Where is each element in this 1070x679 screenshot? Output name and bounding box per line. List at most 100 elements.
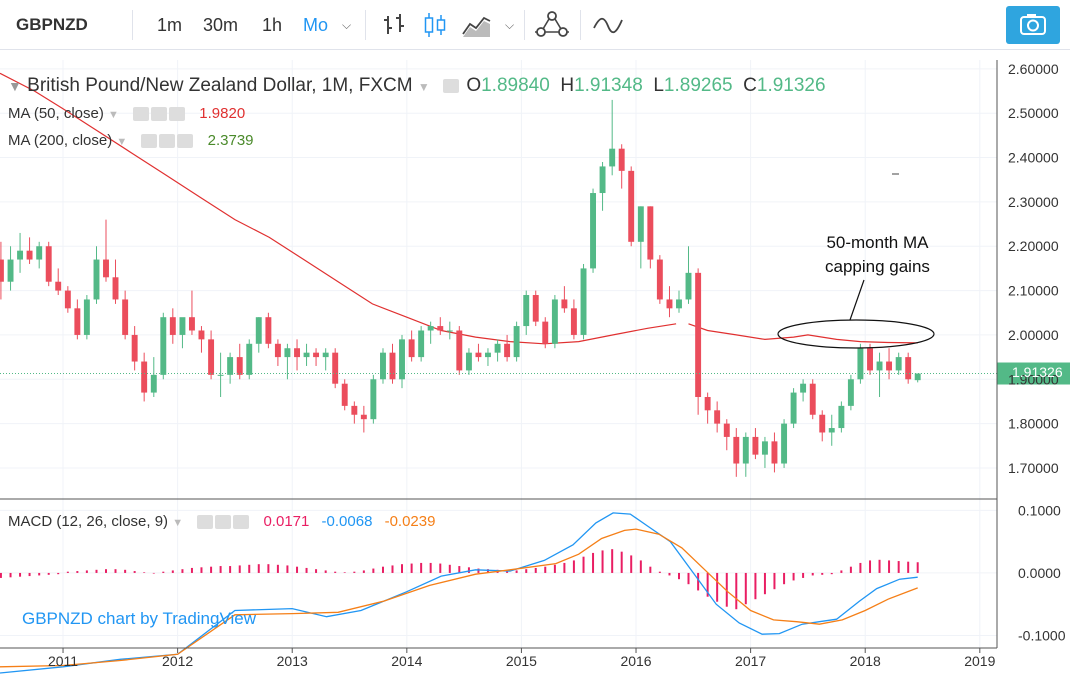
candle-down (0, 259, 4, 282)
candle-up (685, 272, 692, 300)
interval-1h-button[interactable]: 1h (262, 15, 283, 35)
snapshot-button[interactable] (1006, 6, 1060, 44)
candle-up (637, 206, 644, 242)
candle-up (179, 317, 186, 335)
interval-dropdown-icon[interactable]: ⌵ (342, 18, 352, 32)
candle-down (819, 414, 826, 433)
ma50-line (688, 323, 918, 344)
ma50-visibility-icon[interactable] (133, 107, 150, 122)
candle-up (484, 352, 491, 358)
candle-down (771, 441, 778, 464)
candle-up (399, 339, 405, 380)
time-tick-label: 2014 (391, 653, 422, 669)
candle-down (208, 339, 215, 375)
annotation-line2: capping gains (825, 257, 930, 276)
title-dropdown-icon[interactable]: ▼ (417, 80, 430, 94)
macd-hist-value: 0.0171 (263, 513, 310, 530)
indicators-icon[interactable] (534, 8, 570, 42)
candle-up (676, 299, 682, 309)
macd-settings-icon[interactable] (215, 515, 232, 530)
candle-up (828, 428, 835, 433)
symbol-search-button[interactable]: GBPNZD (16, 15, 88, 34)
candle-up (580, 268, 587, 335)
price-tick-label: 2.00000 (1008, 327, 1059, 343)
area-style-icon[interactable] (460, 10, 492, 40)
candle-down (74, 308, 81, 335)
candle-up (465, 352, 472, 371)
candle-down (131, 334, 138, 362)
candle-down (389, 352, 396, 380)
low-label: L (653, 75, 664, 96)
time-tick-label: 2013 (277, 653, 308, 669)
candle-down (351, 405, 358, 415)
price-tick-label: 2.20000 (1008, 238, 1059, 254)
macd-legend: MACD (12, 26, close, 9) ▼ 0.0171 -0.0068… (8, 513, 435, 530)
interval-30m-button[interactable]: 30m (203, 15, 239, 35)
candle-up (494, 343, 501, 353)
ma200-remove-icon[interactable] (177, 134, 194, 149)
bar-style-icon[interactable] (380, 12, 410, 38)
ma50-path (688, 323, 918, 344)
candle-up (742, 436, 749, 464)
ma50-dropdown-icon[interactable]: ▼ (108, 109, 119, 121)
interval-1m-button[interactable]: 1m (157, 15, 183, 35)
candle-down (886, 361, 893, 371)
candle-up (255, 317, 262, 344)
open-value: 1.89840 (481, 75, 550, 96)
candle-down (714, 410, 721, 424)
candle-down (274, 343, 281, 358)
macd-dropdown-icon[interactable]: ▼ (172, 517, 184, 529)
macd-visibility-icon[interactable] (197, 515, 214, 530)
macd-remove-icon[interactable] (233, 515, 250, 530)
time-tick-label: 2011 (48, 653, 78, 669)
ma50-remove-icon[interactable] (169, 107, 186, 122)
ma200-settings-icon[interactable] (159, 134, 176, 149)
candle-down (169, 317, 176, 335)
candle-down (332, 352, 339, 384)
visibility-icon[interactable] (443, 78, 460, 93)
toolbar-divider (132, 10, 133, 40)
ma200-dropdown-icon[interactable]: ▼ (116, 136, 128, 148)
candle-up (781, 423, 788, 464)
candle-up (800, 383, 807, 393)
candle-down (437, 326, 444, 331)
chart-style-dropdown-icon[interactable]: ⌵ (505, 18, 515, 32)
toolbar-divider (580, 10, 581, 40)
candle-up (380, 352, 386, 380)
ma50-settings-icon[interactable] (151, 107, 168, 122)
candle-down (570, 308, 577, 335)
macd-signal-value: -0.0239 (384, 513, 436, 530)
compare-icon[interactable] (592, 14, 624, 36)
candle-style-icon[interactable] (420, 10, 450, 40)
macd-tick-label: 0.1000 (1018, 502, 1061, 518)
candle-down (456, 330, 463, 371)
low-value: 1.89265 (663, 75, 733, 96)
interval-mo-button[interactable]: Mo (303, 15, 329, 35)
candle-up (551, 299, 558, 344)
toolbar: GBPNZD 1m 30m 1h Mo ⌵ ⌵ (0, 0, 1070, 50)
candle-down (45, 246, 52, 282)
main-legend: ▼ British Pound/New Zealand Dollar, 1M, … (8, 75, 826, 97)
candle-up (857, 348, 864, 380)
candle-up (370, 379, 377, 420)
price-tick-label: 2.60000 (1008, 61, 1059, 77)
ma200-path (0, 72, 677, 345)
watermark: GBPNZD chart by TradingView (22, 609, 256, 628)
candle-down (475, 352, 482, 358)
candle-down (198, 330, 205, 340)
symbol-title: British Pound/New Zealand Dollar, 1M, FX… (27, 75, 413, 96)
candle-up (895, 357, 902, 371)
candle-down (561, 299, 568, 309)
candle-series (0, 99, 921, 477)
price-tick-label: 1.80000 (1008, 416, 1059, 432)
candle-up (284, 348, 291, 358)
candle-up (93, 259, 100, 300)
ma200-visibility-icon[interactable] (141, 134, 158, 149)
candle-down (656, 259, 663, 300)
candle-down (360, 414, 367, 420)
candle-down (55, 281, 62, 291)
candle-up (427, 326, 434, 331)
last-price-box (997, 362, 1070, 385)
candle-down (236, 357, 243, 375)
candle-up (790, 392, 797, 424)
